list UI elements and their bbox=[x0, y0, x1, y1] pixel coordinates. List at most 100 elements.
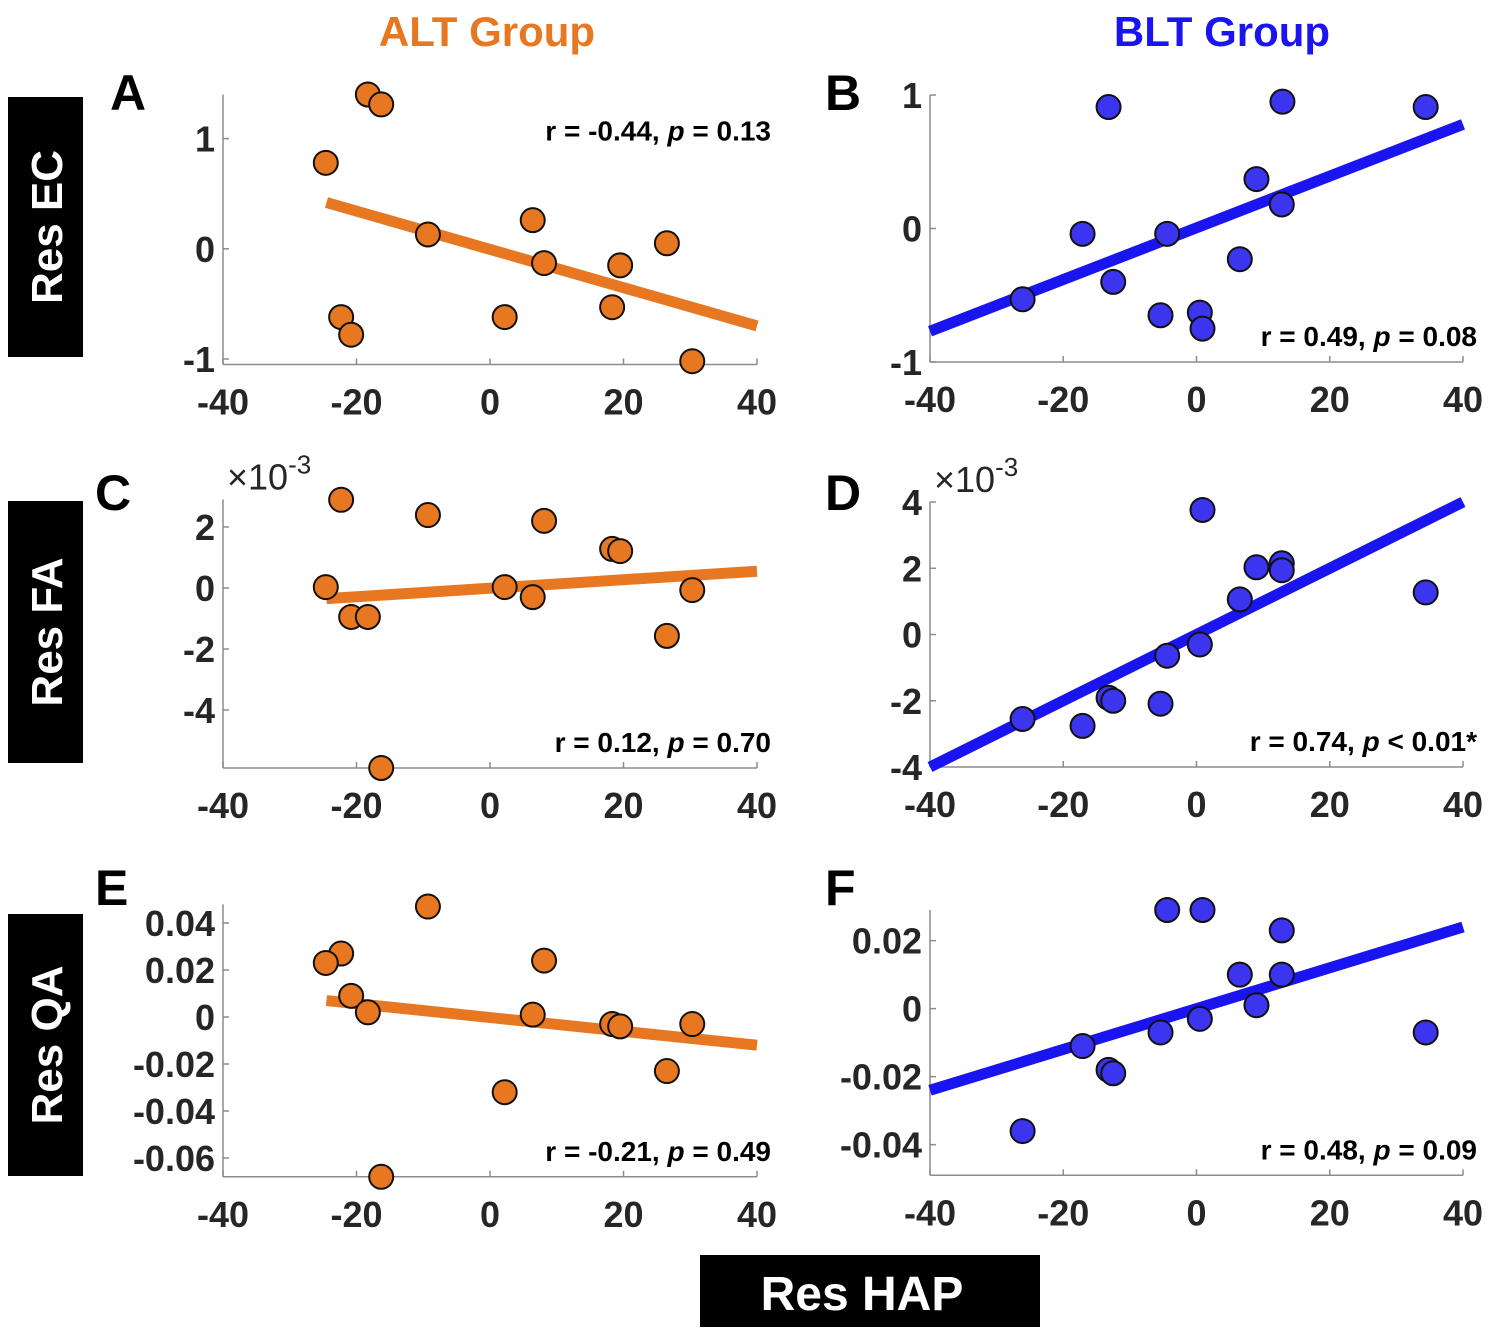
data-point bbox=[679, 348, 706, 375]
data-point bbox=[354, 603, 381, 630]
x-tick-label: -40 bbox=[904, 784, 956, 825]
y-tick-label: 2 bbox=[195, 507, 215, 548]
x-tick-label: 0 bbox=[1186, 784, 1206, 825]
data-point bbox=[1189, 496, 1216, 523]
y-tick-label: 2 bbox=[902, 548, 922, 589]
x-tick-label: -40 bbox=[197, 1194, 249, 1235]
data-point bbox=[312, 149, 339, 176]
x-tick-label: 0 bbox=[1186, 1192, 1206, 1233]
data-point bbox=[1268, 917, 1295, 944]
data-point bbox=[519, 584, 546, 611]
x-tick-label: 40 bbox=[1443, 1192, 1483, 1233]
correlation-annotation: r = 0.12, p = 0.70 bbox=[555, 727, 771, 758]
x-tick-label: -20 bbox=[1037, 379, 1089, 420]
x-tick-label: 20 bbox=[603, 785, 643, 826]
row-label-fa: Res FA bbox=[8, 501, 83, 763]
data-point bbox=[531, 947, 558, 974]
data-point bbox=[653, 1058, 680, 1085]
y-tick-label: -0.04 bbox=[840, 1125, 922, 1166]
data-point bbox=[1095, 94, 1122, 121]
data-point bbox=[531, 507, 558, 534]
x-tick-label: 0 bbox=[480, 1194, 500, 1235]
y-tick-label: -1 bbox=[183, 339, 215, 380]
data-point bbox=[1100, 687, 1127, 714]
row-label-fa-text: Res FA bbox=[23, 557, 72, 706]
data-point bbox=[1186, 1005, 1213, 1032]
regression-line bbox=[326, 565, 758, 605]
data-point bbox=[1100, 1060, 1127, 1087]
y-tick-label: 1 bbox=[195, 119, 215, 160]
data-point bbox=[491, 304, 518, 331]
y-tick-label: -0.04 bbox=[133, 1091, 215, 1132]
panel-e: E -40 -20 0 20 40 -0.06 -0.04 -0.02 0 0.02 0.04 r = … bbox=[95, 860, 777, 1235]
data-point bbox=[368, 91, 395, 118]
panel-letter-e: E bbox=[95, 860, 128, 916]
data-point bbox=[1147, 690, 1174, 717]
x-tick-label: 0 bbox=[1186, 379, 1206, 420]
data-point bbox=[1147, 302, 1174, 329]
correlation-annotation: r = 0.49, p = 0.08 bbox=[1261, 321, 1477, 352]
column-title-blt: BLT Group bbox=[1114, 8, 1330, 55]
data-point bbox=[414, 502, 441, 529]
panel-letter-f: F bbox=[825, 860, 856, 916]
data-point bbox=[1412, 1019, 1439, 1046]
y-tick-label: 1 bbox=[902, 75, 922, 116]
y-tick-label: 0.02 bbox=[145, 950, 215, 991]
x-tick-label: -20 bbox=[1037, 784, 1089, 825]
data-point bbox=[599, 294, 626, 321]
data-point bbox=[1412, 579, 1439, 606]
x-tick-label: 20 bbox=[603, 1194, 643, 1235]
x-tick-label: 40 bbox=[737, 382, 777, 423]
data-point bbox=[1154, 220, 1181, 247]
x-tick-label: 20 bbox=[1310, 379, 1350, 420]
y-tick-label: -4 bbox=[183, 690, 215, 731]
row-label-ec: Res EC bbox=[8, 97, 83, 357]
y-tick-label: -2 bbox=[183, 629, 215, 670]
x-tick-label: -20 bbox=[330, 382, 382, 423]
x-tick-label: 40 bbox=[737, 785, 777, 826]
data-point bbox=[1154, 642, 1181, 669]
panel-letter-a: A bbox=[110, 65, 146, 121]
data-point bbox=[1189, 897, 1216, 923]
correlation-annotation: r = 0.74, p < 0.01* bbox=[1250, 726, 1477, 757]
row-label-ec-text: Res EC bbox=[23, 150, 72, 304]
y-tick-label: 0.04 bbox=[145, 903, 215, 944]
panel-c: C-40 -20 0 20 40-4-202×10-3r = 0.12, p = 0.7… bbox=[95, 450, 777, 827]
data-point bbox=[607, 1013, 634, 1040]
data-point bbox=[607, 538, 634, 565]
panel-b: B -40 -20 0 20 40 -1 0 1 r = 0.49, p = 0.08 bbox=[825, 65, 1483, 420]
x-tick-label: -40 bbox=[904, 379, 956, 420]
x-tick-label: -40 bbox=[197, 382, 249, 423]
y-tick-label: -4 bbox=[890, 747, 922, 788]
data-point bbox=[1226, 586, 1253, 613]
data-point bbox=[1009, 286, 1036, 313]
data-point bbox=[491, 574, 518, 601]
y-tick-label: -2 bbox=[890, 681, 922, 722]
data-point bbox=[1268, 961, 1295, 988]
panel-f: F -40 -20 0 20 40 -0.04 -0.02 0 0.02 r = 0.48, p =… bbox=[825, 860, 1483, 1233]
y-tick-label: 0 bbox=[902, 615, 922, 656]
correlation-annotation: r = -0.21, p = 0.49 bbox=[545, 1136, 771, 1167]
data-point bbox=[414, 221, 441, 248]
data-point bbox=[1186, 631, 1213, 658]
data-point bbox=[491, 1079, 518, 1106]
x-tick-label: 20 bbox=[603, 382, 643, 423]
data-point bbox=[1226, 246, 1253, 273]
x-tick-label: -40 bbox=[197, 785, 249, 826]
x-tick-label: -20 bbox=[1037, 1192, 1089, 1233]
data-point bbox=[328, 486, 355, 513]
y-tick-label: 0 bbox=[902, 989, 922, 1030]
x-tick-label: 20 bbox=[1310, 1192, 1350, 1233]
data-point bbox=[368, 755, 395, 781]
data-point bbox=[1009, 705, 1036, 732]
data-point bbox=[679, 577, 706, 604]
panel-letter-c: C bbox=[95, 465, 131, 521]
x-tick-label: -20 bbox=[330, 785, 382, 826]
row-label-qa-text: Res QA bbox=[23, 966, 72, 1125]
data-point bbox=[1226, 961, 1253, 988]
data-point bbox=[519, 1001, 546, 1028]
data-point bbox=[679, 1011, 706, 1038]
y-exponent-label: ×10-3 bbox=[227, 450, 311, 498]
y-tick-label: -0.02 bbox=[840, 1057, 922, 1098]
